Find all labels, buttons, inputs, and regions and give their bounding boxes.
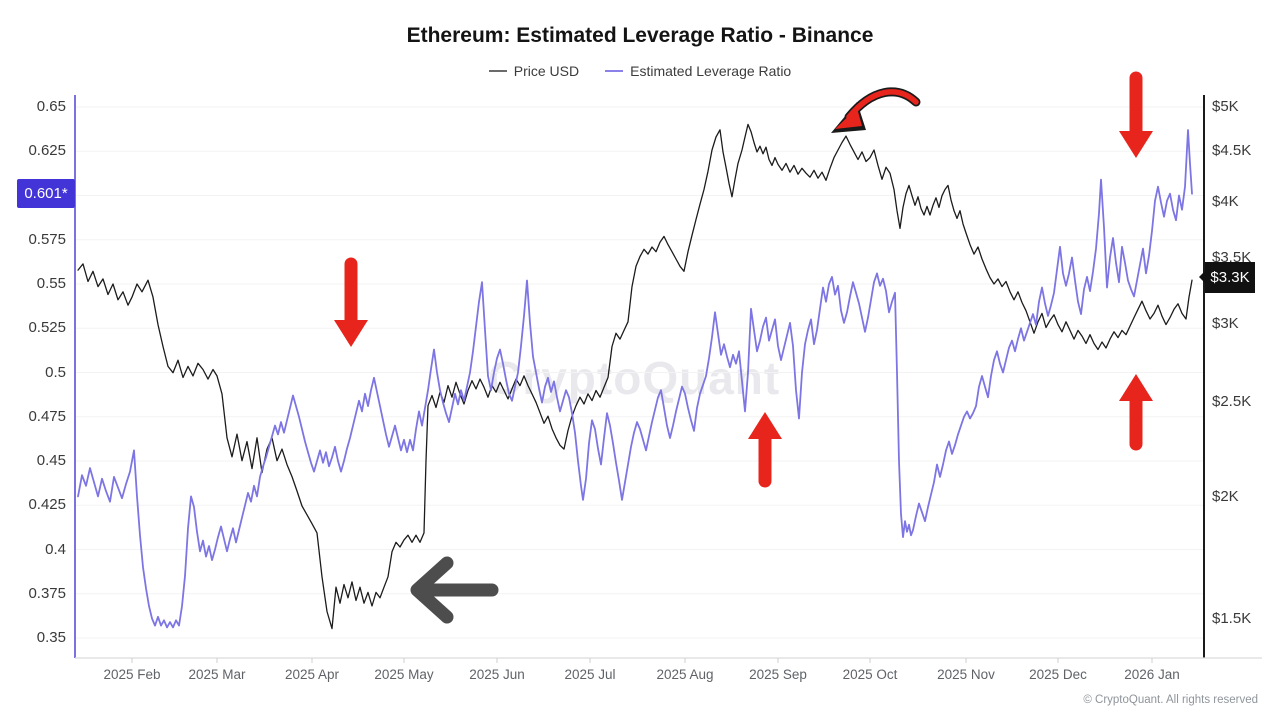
red-arrow-down-head — [334, 320, 368, 347]
red-arrow-up-head — [748, 412, 782, 439]
curved-arrow-head — [835, 108, 862, 129]
price-series-line — [77, 123, 1193, 630]
leverage-series-line — [77, 129, 1193, 629]
red-arrow-up-head — [1119, 374, 1153, 401]
red-arrow-down-head — [1119, 131, 1153, 158]
gray-arrow-left-head — [410, 556, 454, 624]
